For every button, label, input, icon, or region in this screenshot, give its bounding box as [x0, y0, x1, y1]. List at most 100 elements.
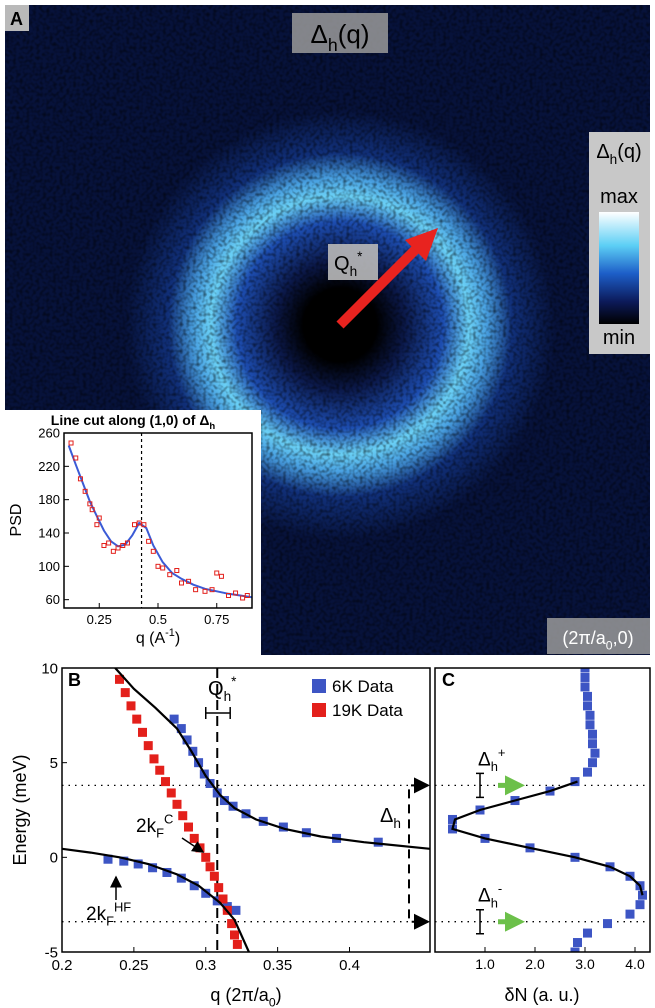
annotation-part: h — [491, 759, 498, 774]
colorbar-title: Δh(q) — [596, 141, 641, 167]
x-tick-label: 3.0 — [575, 956, 595, 972]
data-point — [209, 587, 215, 593]
data-point — [373, 837, 383, 847]
data-point — [174, 568, 180, 573]
label-box — [5, 5, 29, 31]
x-tick-label: 0.3 — [195, 957, 216, 974]
annotation: 2kFHF — [86, 899, 131, 928]
data-point — [214, 883, 224, 893]
data-point — [278, 822, 288, 832]
arrow-label: Qh* — [334, 249, 363, 279]
annotation-part: Δ — [380, 805, 393, 827]
data-point — [603, 919, 612, 929]
y-tick-label: 140 — [38, 526, 60, 541]
bracket — [205, 707, 231, 719]
data-point — [141, 522, 147, 528]
data-point — [124, 540, 130, 546]
fit-line — [114, 668, 430, 850]
x-axis-label-part: ) — [276, 985, 282, 1005]
data-point — [214, 570, 220, 576]
data-point — [189, 833, 199, 843]
legend-label: 6K Data — [332, 677, 394, 696]
annotation: Δh- — [478, 881, 502, 910]
data-point — [233, 590, 239, 596]
x-axis-label: q (A-1) — [136, 627, 180, 647]
data-point — [110, 548, 116, 554]
data-point — [120, 688, 130, 698]
corner-label: (2π/a0,0) — [562, 628, 633, 652]
x-tick-label: 0.2 — [52, 957, 73, 974]
data-point — [448, 814, 457, 824]
data-point — [167, 572, 173, 578]
y-tick-label: 5 — [50, 755, 58, 772]
fit-line — [62, 847, 250, 952]
data-point — [583, 691, 592, 701]
data-point — [119, 856, 129, 866]
data-point — [87, 501, 93, 507]
bracket — [476, 772, 484, 799]
data-point — [146, 538, 152, 544]
data-point — [162, 867, 172, 877]
data-point — [583, 701, 592, 711]
data-point — [115, 674, 124, 684]
data-point — [143, 741, 153, 751]
data-point — [205, 778, 215, 788]
plot-frame — [63, 432, 253, 609]
colorbar-max: max — [600, 186, 638, 208]
y-tick-label: 100 — [38, 559, 60, 574]
series-group — [62, 668, 430, 952]
annotation-part: Δ — [478, 886, 491, 907]
annotation: Qh* — [208, 674, 237, 704]
data-point — [232, 939, 242, 949]
annotation-part: h — [393, 816, 401, 831]
inset-title: Line cut along (1,0) of Δh — [51, 412, 216, 432]
data-point — [179, 580, 184, 586]
y-tick-label: 60 — [46, 592, 60, 607]
annotation-part: - — [498, 881, 502, 896]
x-tick-label: 0.25 — [87, 612, 112, 627]
data-point — [585, 710, 595, 720]
x-axis-label: q (2π/a0) — [210, 985, 281, 1008]
data-point — [136, 520, 142, 526]
data-point — [244, 593, 250, 598]
y-axis-label: Energy (meV) — [10, 754, 30, 865]
data-point — [166, 788, 176, 798]
x-axis-label-part: q (A — [136, 630, 166, 647]
data-point — [635, 900, 645, 910]
colorbar-title-part: (q) — [617, 141, 641, 163]
data-point — [570, 947, 580, 952]
data-point — [588, 758, 597, 768]
panel-label: A — [10, 9, 23, 29]
annotation-part: * — [231, 674, 237, 689]
image-title-part: (q) — [338, 19, 370, 49]
data-point — [186, 578, 192, 584]
data-point — [209, 871, 219, 881]
x-tick-label: 4.0 — [625, 956, 645, 972]
legend-marker — [312, 703, 326, 717]
panel-a — [5, 5, 650, 655]
x-tick-label: 0.75 — [204, 612, 229, 627]
series-group — [67, 445, 252, 599]
x-axis-label-part: -1 — [165, 627, 175, 639]
x-axis-label: δN (a. u.) — [504, 985, 579, 1005]
data-point — [68, 440, 74, 446]
annotation-part: 2k — [136, 816, 157, 837]
data-point — [201, 852, 211, 862]
annotation: Δh+ — [478, 745, 505, 774]
data-point — [77, 476, 83, 482]
y-tick-label: 180 — [38, 492, 60, 507]
data-point — [155, 765, 165, 775]
data-point — [201, 888, 211, 898]
x-tick-label: 2.0 — [525, 956, 545, 972]
corner-label-part: ,0) — [613, 628, 634, 648]
data-point — [120, 543, 126, 548]
annotation-part: C — [164, 811, 173, 826]
data-point — [219, 796, 229, 806]
data-point — [101, 543, 107, 548]
x-tick-label: 1.0 — [475, 956, 495, 972]
annotation-part: + — [498, 745, 506, 760]
